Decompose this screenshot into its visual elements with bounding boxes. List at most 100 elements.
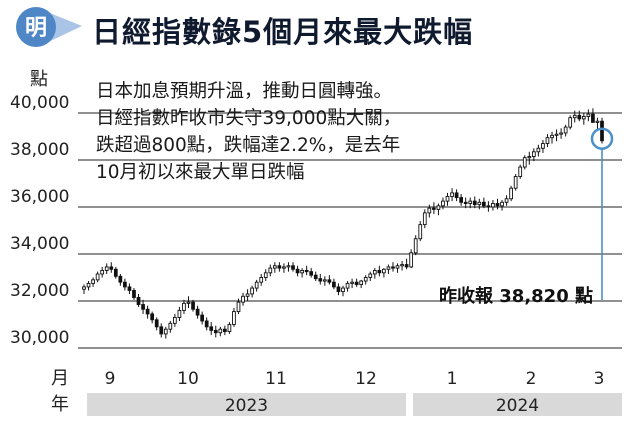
y-axis-unit: 點 <box>30 69 48 90</box>
candle-body <box>177 309 182 318</box>
candle-body <box>286 265 291 268</box>
year-label: 2023 <box>225 396 268 416</box>
candle-body <box>418 224 423 240</box>
candle-body <box>132 289 136 298</box>
candle-body <box>332 281 336 288</box>
candle-body <box>568 117 573 128</box>
candle-body <box>195 308 200 316</box>
candle-body <box>173 317 177 324</box>
candle-body <box>545 137 550 145</box>
y-tick-label: 38,000 <box>10 140 69 160</box>
candle-body <box>541 143 545 149</box>
candle-body <box>513 175 518 189</box>
x-axis-unit: 月 <box>51 368 69 389</box>
month-tick-label: 10 <box>177 369 199 389</box>
candle-body <box>336 286 341 293</box>
y-tick-label: 40,000 <box>10 93 69 113</box>
candle-body <box>350 281 354 284</box>
candle-body <box>218 328 223 334</box>
candle-body <box>145 308 150 315</box>
candle-body <box>395 265 400 269</box>
candle-body <box>182 302 186 311</box>
candle-body <box>572 114 577 119</box>
candle-body <box>581 116 586 120</box>
candle-body <box>141 304 145 310</box>
candle-body <box>109 266 114 270</box>
candle-body <box>527 156 532 159</box>
candle-body <box>254 281 259 289</box>
candle-body <box>536 147 541 153</box>
candle-body <box>309 271 314 276</box>
y-axis-ticks: 40,000 38,000 36,000 34,000 32,000 30,000 <box>10 93 69 348</box>
candle-body <box>86 282 91 288</box>
candle-body <box>118 275 123 283</box>
candle-body <box>304 270 309 273</box>
candle-body <box>445 195 450 202</box>
candle-body <box>531 151 536 157</box>
y-tick-label: 30,000 <box>10 328 69 348</box>
candle-body <box>386 266 391 270</box>
candle-body <box>241 295 245 303</box>
candle-body <box>522 157 527 168</box>
candle-body <box>413 238 418 254</box>
candle-body <box>209 326 214 331</box>
candle-body <box>95 273 100 281</box>
candle-body <box>186 301 191 304</box>
candle-body <box>227 324 232 333</box>
candle-body <box>268 267 273 274</box>
annotation-text: 日本加息預期升溫，推動日圓轉強。日經指數昨收市失守39,000點大關，跌超過80… <box>96 81 402 183</box>
candle-body <box>136 297 141 305</box>
candle-body <box>113 268 118 277</box>
candle-body <box>595 120 600 123</box>
candle-body <box>232 311 236 325</box>
candle-body <box>554 133 559 136</box>
candle-body <box>322 279 327 282</box>
candle-body <box>154 319 159 328</box>
year-axis-unit: 年 <box>51 394 69 415</box>
y-tick-label: 32,000 <box>10 281 69 301</box>
year-axis: 2023 2024 <box>87 393 622 416</box>
candle-body <box>236 301 241 313</box>
candle-body <box>327 279 332 283</box>
candle-body <box>91 279 95 284</box>
candle-body <box>263 272 268 278</box>
candle-body <box>404 264 409 268</box>
candle-body <box>432 207 436 210</box>
candle-body <box>100 270 105 275</box>
candle-body <box>204 320 209 328</box>
month-tick-label: 2 <box>526 369 537 389</box>
candle-body <box>259 277 264 283</box>
candle-body <box>150 313 155 321</box>
candle-body <box>313 274 318 280</box>
candle-body <box>163 328 168 335</box>
month-axis: 9 10 11 12 1 2 3 <box>105 369 605 389</box>
candle-body <box>191 301 195 310</box>
ming-badge-icon: 明 <box>16 7 82 47</box>
candle-body <box>391 266 395 269</box>
chart-title: 日經指數錄5個月來最大跌幅 <box>92 15 474 49</box>
candle-body <box>382 268 386 274</box>
candle-body <box>422 212 427 226</box>
candle-body <box>318 278 323 282</box>
candle-body <box>463 201 468 204</box>
candle-body <box>495 203 500 207</box>
candle-body <box>482 201 486 207</box>
candle-body <box>477 201 482 206</box>
candle-body <box>372 270 377 275</box>
candle-body <box>577 114 582 120</box>
candle-body <box>295 268 300 274</box>
year-band <box>413 393 622 416</box>
candle-body <box>168 322 173 330</box>
month-tick-label: 11 <box>265 369 287 389</box>
candle-body <box>250 287 254 295</box>
candle-body <box>272 265 277 269</box>
candle-body <box>377 270 382 274</box>
month-tick-label: 12 <box>355 369 377 389</box>
candle-body <box>509 187 513 200</box>
candle-body <box>504 198 509 203</box>
candle-body <box>427 207 432 214</box>
badge-char: 明 <box>25 16 47 41</box>
title-bar: 明 日經指數錄5個月來最大跌幅 <box>0 0 630 58</box>
candle-body <box>436 205 441 210</box>
candle-body <box>245 293 250 297</box>
